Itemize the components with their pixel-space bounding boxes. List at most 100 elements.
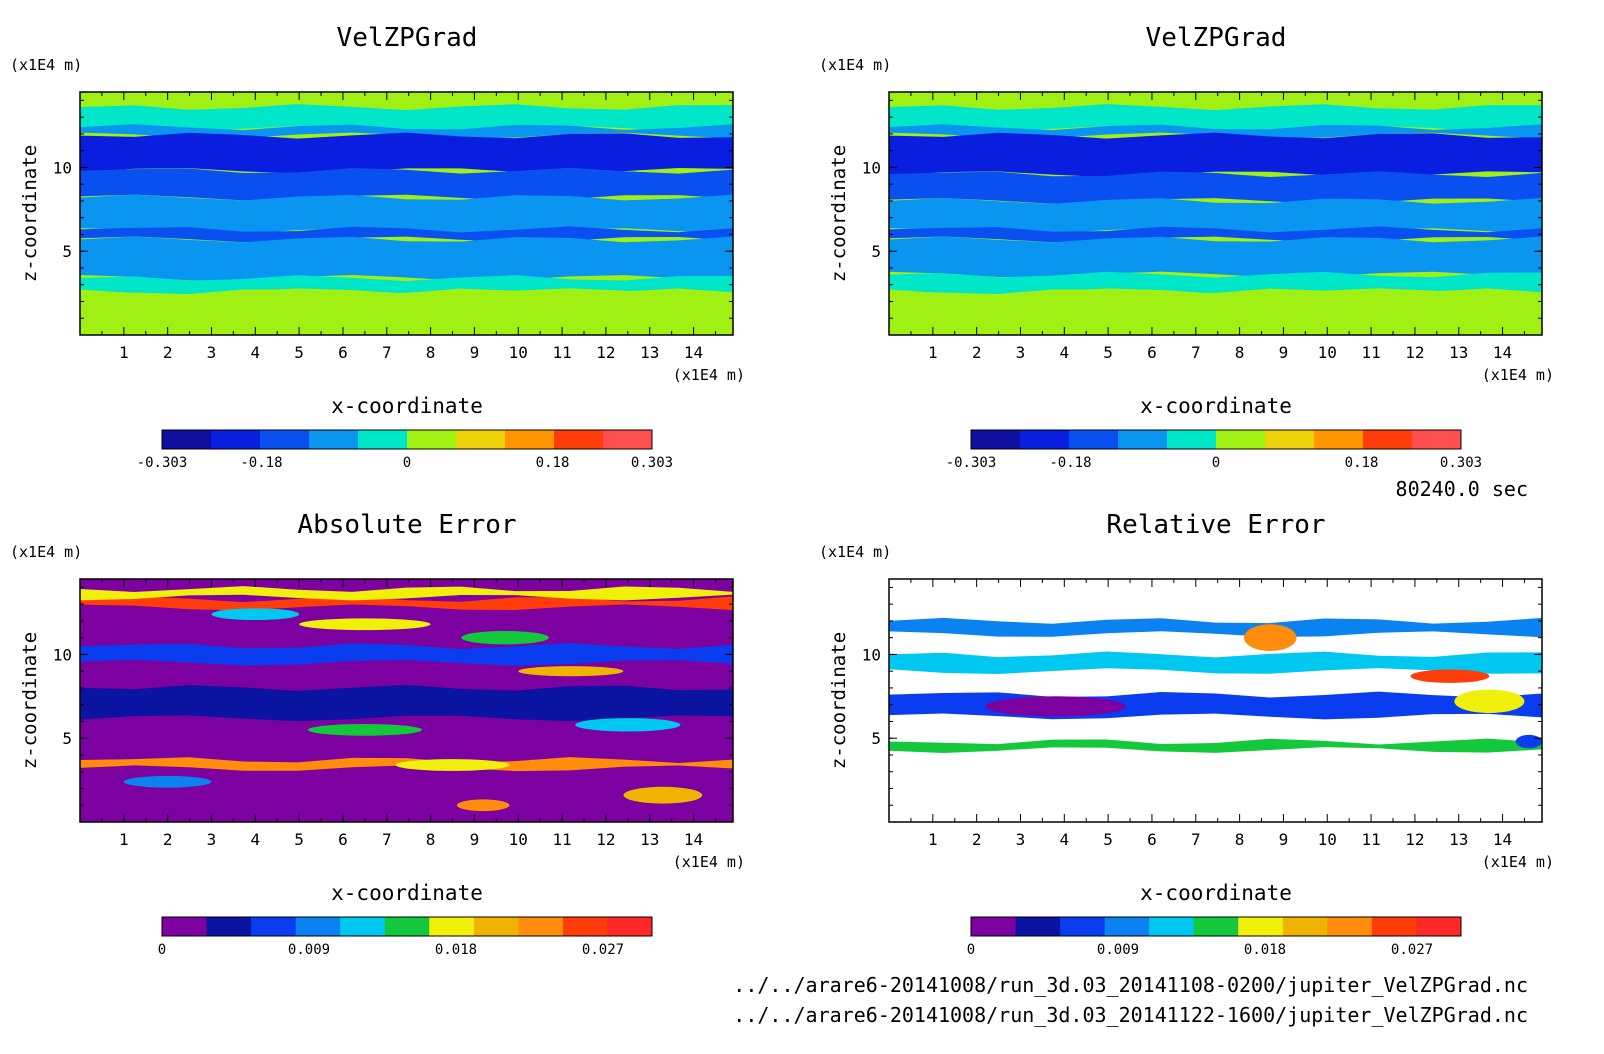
colorbar-tick-label: 0.18 [536,455,570,471]
colorbar-tick-label: -0.303 [137,455,188,471]
x-tick-label: 13 [1449,343,1468,362]
x-tick-label: 14 [684,343,703,362]
time-label: 80240.0 sec [1396,477,1528,501]
x-tick-label: 12 [1405,830,1424,849]
y-unit-label: (x1E4 m) [10,543,82,561]
contour-blob [299,618,431,631]
y-unit-label: (x1E4 m) [819,543,891,561]
x-tick-label: 9 [1279,343,1289,362]
colorbar-swatch [251,917,297,936]
y-tick-label: 10 [53,645,72,664]
plot-area [80,579,733,822]
contour-band [889,271,1542,295]
colorbar-tick-label: -0.18 [1049,455,1091,471]
x-tick-label: 5 [294,830,304,849]
contour-band [80,643,733,666]
x-axis-label: x-coordinate [1140,881,1292,905]
contour-band [889,651,1542,675]
colorbar-swatch [358,430,408,449]
colorbar-tick-label: 0.027 [582,942,624,958]
x-tick-label: 8 [1235,343,1245,362]
plot-area [889,92,1542,335]
y-unit-label: (x1E4 m) [10,56,82,74]
colorbar-swatch [971,917,1017,936]
y-tick-label: 5 [871,242,881,261]
x-tick-label: 5 [1103,830,1113,849]
colorbar-frame [161,429,653,450]
y-axis-label: z-coordinate [828,632,850,769]
chart-panel-vel2: VelZPGrad(x1E4 m)1 2 3 4 5 6 7 8 9 10 11 12 13 14510(… [819,23,1554,471]
x-tick-label: 9 [1279,830,1289,849]
colorbar-swatch [340,917,386,936]
x-tick-label: 2 [972,830,982,849]
colorbar-swatch [1282,917,1328,936]
chart-title: Relative Error [1106,510,1325,540]
file-path-2: ../../arare6-20141008/run_3d.03_20141122… [733,1003,1528,1027]
x-tick-label: 2 [163,343,173,362]
x-tick-label: 6 [1147,343,1157,362]
x-unit-label: (x1E4 m) [673,366,745,384]
x-tick-label: 8 [426,830,436,849]
x-tick-label: 11 [552,830,571,849]
colorbar-swatch [1167,430,1217,449]
x-tick-label: 9 [470,830,480,849]
x-tick-label: 8 [426,343,436,362]
contour-blob [623,786,703,804]
y-tick-label: 10 [862,645,881,664]
x-tick-label: 6 [338,830,348,849]
colorbar-swatch [607,917,653,936]
colorbar-swatch [1416,917,1462,936]
colorbar-tick-label: 0 [967,942,975,958]
colorbar-tick-label: 0.303 [631,455,673,471]
colorbar-tick-label: -0.303 [946,455,997,471]
x-tick-label: 1 [119,830,129,849]
colorbar-tick-label: -0.18 [240,455,282,471]
contour-band [80,132,733,174]
x-axis-label: x-coordinate [1140,394,1292,418]
x-tick-label: 7 [1191,343,1201,362]
colorbar-swatch [384,917,430,936]
x-tick-label: 11 [1361,343,1380,362]
x-tick-label: 10 [509,830,528,849]
contour-band [889,197,1542,235]
contour-band [889,104,1542,132]
colorbar-swatch [518,917,564,936]
x-tick-label: 10 [509,343,528,362]
contour-blob [985,696,1126,717]
colorbar-tick-label: 0 [403,455,411,471]
contour-band [80,288,733,335]
x-tick-label: 11 [552,343,571,362]
colorbar-swatch [1327,917,1373,936]
contour-blob [211,608,300,621]
colorbar-swatch [309,430,359,449]
colorbar-tick-label: 0.027 [1391,942,1433,958]
plot-area [889,579,1542,822]
y-tick-label: 5 [62,242,72,261]
chart-panel-vel1: VelZPGrad(x1E4 m)1 2 3 4 5 6 7 8 9 10 11 12 13 14510(… [10,23,745,471]
x-tick-label: 13 [1449,830,1468,849]
file-path-1: ../../arare6-20141008/run_3d.03_20141108… [733,973,1528,997]
colorbar-swatch [162,917,208,936]
chart-title: Absolute Error [297,510,516,540]
x-tick-label: 14 [1493,343,1512,362]
colorbar-swatch [505,430,555,449]
x-tick-label: 14 [1493,830,1512,849]
colorbar-swatch [1265,430,1315,449]
x-tick-label: 14 [684,830,703,849]
y-axis-label: z-coordinate [19,145,41,282]
x-tick-label: 5 [294,343,304,362]
x-tick-label: 13 [640,830,659,849]
colorbar-tick-label: 0 [158,942,166,958]
x-unit-label: (x1E4 m) [1482,853,1554,871]
colorbar-frame [970,429,1462,450]
colorbar-swatch [1118,430,1168,449]
colorbar-frame [970,916,1462,937]
colorbar-swatch [1193,917,1239,936]
y-axis-label: z-coordinate [828,145,850,282]
contour-blob [1243,624,1297,652]
colorbar-tick-label: 0.009 [1097,942,1139,958]
contour-band [80,236,733,281]
contour-band [889,617,1542,638]
contour-band [80,124,733,139]
x-tick-label: 3 [207,343,217,362]
